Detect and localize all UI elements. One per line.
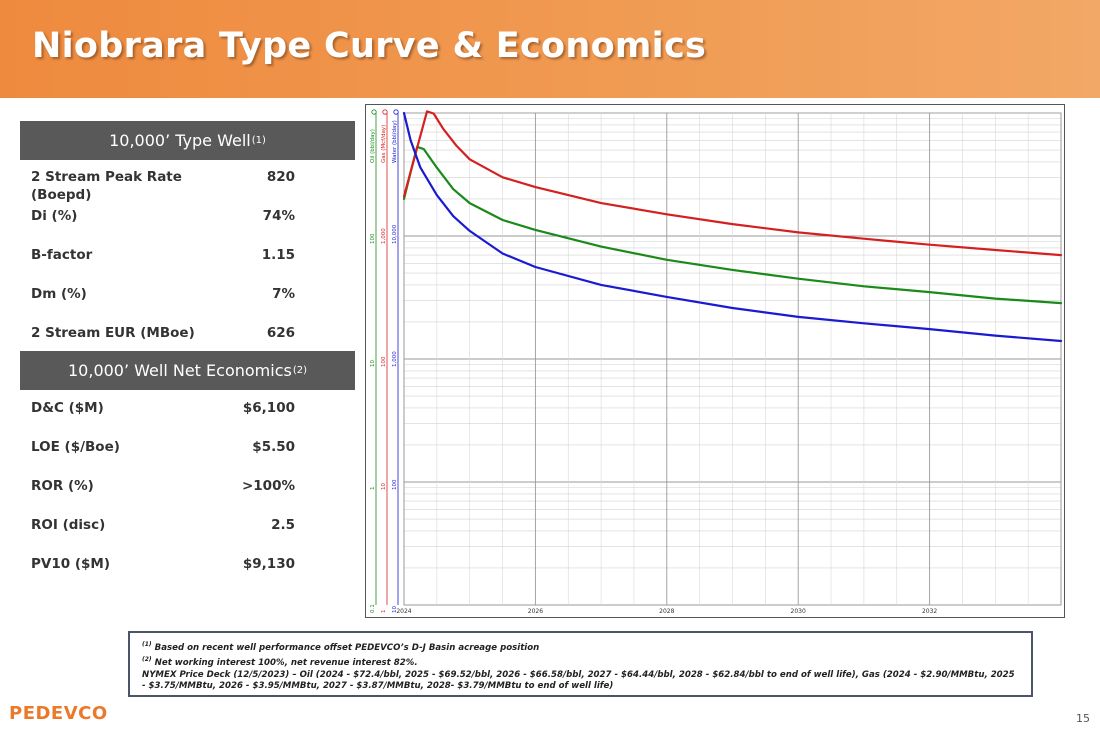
y-tick-label: 1,000 xyxy=(381,228,387,244)
type-well-title: 10,000’ Type Well xyxy=(109,131,251,150)
row-label: D&C ($M) xyxy=(31,400,104,416)
economics-title: 10,000’ Well Net Economics xyxy=(68,361,292,380)
y-tick-label: 1 xyxy=(381,610,387,614)
economics-rows: D&C ($M) $6,100 LOE ($/Boe) $5.50 ROR (%… xyxy=(20,390,355,585)
y-tick-label: 10 xyxy=(392,606,398,613)
row-label: Dm (%) xyxy=(31,286,87,302)
footnote-price-deck: NYMEX Price Deck (12/5/2023) – Oil (2024… xyxy=(142,669,1015,692)
row-label: PV10 ($M) xyxy=(31,556,110,572)
row-label: LOE ($/Boe) xyxy=(31,439,120,455)
footnotes-box: (1) Based on recent well performance off… xyxy=(128,631,1033,697)
table-row: D&C ($M) $6,100 xyxy=(20,390,355,429)
table-row: Dm (%) 7% xyxy=(20,277,355,316)
table-row: LOE ($/Boe) $5.50 xyxy=(20,429,355,468)
y-tick-label: 10 xyxy=(381,483,387,490)
series-line xyxy=(402,145,1063,305)
company-logo: PEDEVCO xyxy=(9,703,108,724)
economics-header: 10,000’ Well Net Economics (2) xyxy=(20,351,355,390)
row-value: 820 xyxy=(266,169,295,185)
table-row: 2 Stream Peak Rate (Boepd) 820 xyxy=(20,160,355,203)
table-row: Di (%) 74% xyxy=(20,199,355,238)
x-tick-label: 2032 xyxy=(922,608,937,615)
type-well-footnote-mark: (1) xyxy=(251,135,266,146)
footnote-1-text: Based on recent well performance offset … xyxy=(154,642,540,653)
footnote-2-mark: (2) xyxy=(142,656,152,664)
row-value: 626 xyxy=(266,325,295,341)
row-value: 1.15 xyxy=(261,247,295,263)
footnote-2-text: Net working interest 100%, net revenue i… xyxy=(154,658,418,669)
table-row: ROR (%) >100% xyxy=(20,468,355,507)
type-curve-chart-svg: 2024 2026 2028 2030 2032 Oil (bbl/day) 0.1 1 10 1… xyxy=(370,109,1063,615)
x-tick-label: 2030 xyxy=(791,608,806,615)
type-curve-chart: 2024 2026 2028 2030 2032 Oil (bbl/day) 0.1 1 10 1… xyxy=(365,104,1065,618)
row-value: $9,130 xyxy=(242,556,295,572)
y-tick-label: 10,000 xyxy=(392,224,398,244)
y-tick-label: 1,000 xyxy=(392,351,398,367)
row-label: B-factor xyxy=(31,247,93,263)
table-row: B-factor 1.15 xyxy=(20,238,355,277)
row-value: 2.5 xyxy=(271,517,295,533)
legend-marker xyxy=(371,109,377,115)
y-axis-label: Gas (Mcf/day) xyxy=(381,125,387,163)
footnote-1: (1) Based on recent well performance off… xyxy=(142,639,1021,654)
row-label: Di (%) xyxy=(31,208,78,224)
footnote-1-mark: (1) xyxy=(142,641,152,648)
series-line xyxy=(402,110,1063,257)
y-axis-label: Water (bbl/day) xyxy=(392,120,398,163)
x-tick-label: 2028 xyxy=(659,608,674,615)
row-label: ROR (%) xyxy=(31,478,94,494)
x-tick-label: 2024 xyxy=(396,608,411,615)
type-well-rows: 2 Stream Peak Rate (Boepd) 820 Di (%) 74… xyxy=(20,160,355,351)
title-banner: Niobrara Type Curve & Economics xyxy=(0,0,1100,98)
type-well-header: 10,000’ Type Well (1) xyxy=(20,121,355,160)
economics-footnote-mark: (2) xyxy=(292,365,307,376)
row-value: >100% xyxy=(241,478,295,494)
row-value: $5.50 xyxy=(252,439,295,455)
y-tick-label: 100 xyxy=(392,479,398,490)
legend-marker xyxy=(382,109,388,115)
row-label: ROI (disc) xyxy=(31,517,106,533)
x-tick-label: 2026 xyxy=(528,608,543,615)
row-label: 2 Stream Peak Rate (Boepd) xyxy=(31,169,182,203)
table-row: ROI (disc) 2.5 xyxy=(20,507,355,546)
y-axis-label: Oil (bbl/day) xyxy=(370,129,376,163)
footnote-2: (2) Net working interest 100%, net reven… xyxy=(142,654,1021,669)
legend-marker xyxy=(393,109,399,115)
y-tick-label: 100 xyxy=(370,233,376,244)
page-number: 15 xyxy=(1076,712,1090,725)
y-tick-label: 0.1 xyxy=(370,604,376,613)
row-value: 74% xyxy=(262,208,295,224)
y-tick-label: 100 xyxy=(381,356,387,367)
row-value: $6,100 xyxy=(242,400,295,416)
page-title: Niobrara Type Curve & Economics xyxy=(32,26,707,66)
table-row: PV10 ($M) $9,130 xyxy=(20,546,355,585)
y-tick-label: 10 xyxy=(370,360,376,367)
table-row: 2 Stream EUR (MBoe) 626 xyxy=(20,316,355,351)
metrics-table: 10,000’ Type Well (1) 2 Stream Peak Rate … xyxy=(20,121,355,585)
row-value: 7% xyxy=(272,286,295,302)
y-tick-label: 1 xyxy=(370,487,376,491)
row-label: 2 Stream EUR (MBoe) xyxy=(31,325,195,341)
series-line xyxy=(402,111,1063,343)
